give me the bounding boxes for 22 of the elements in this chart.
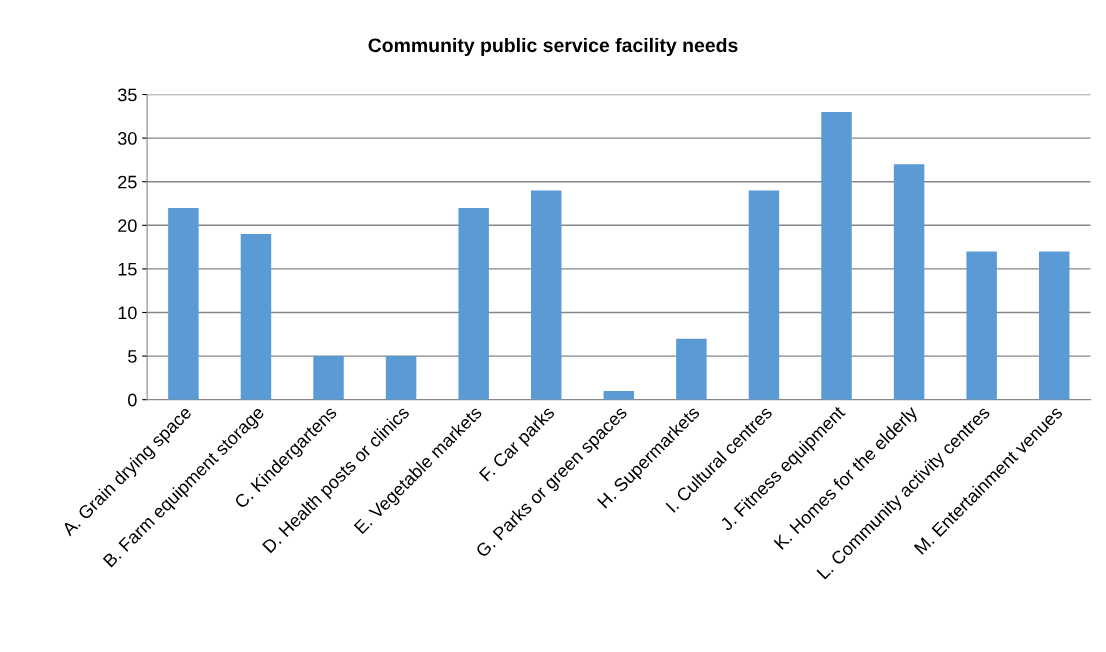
bar <box>313 356 344 400</box>
bar <box>458 207 489 400</box>
bar <box>1038 251 1070 400</box>
bar <box>240 234 272 400</box>
bar <box>168 207 199 400</box>
y-tick-label: 20 <box>118 219 137 233</box>
y-tick-label: 10 <box>118 306 137 320</box>
y-tick-label: 30 <box>117 132 137 145</box>
bar <box>385 356 417 400</box>
bar <box>821 111 852 400</box>
y-tick-label: 0 <box>128 393 137 407</box>
y-tick-label: 35 <box>117 88 137 102</box>
bar <box>966 251 997 400</box>
bar <box>676 338 707 400</box>
y-tick-label: 15 <box>118 263 137 276</box>
y-tick-label: 5 <box>128 350 137 363</box>
bar <box>531 190 562 400</box>
bar <box>603 390 635 400</box>
chart-title: Community public service facility needs <box>368 37 738 57</box>
bar <box>748 190 780 400</box>
bar <box>893 164 925 400</box>
y-tick-label: 25 <box>118 175 137 189</box>
